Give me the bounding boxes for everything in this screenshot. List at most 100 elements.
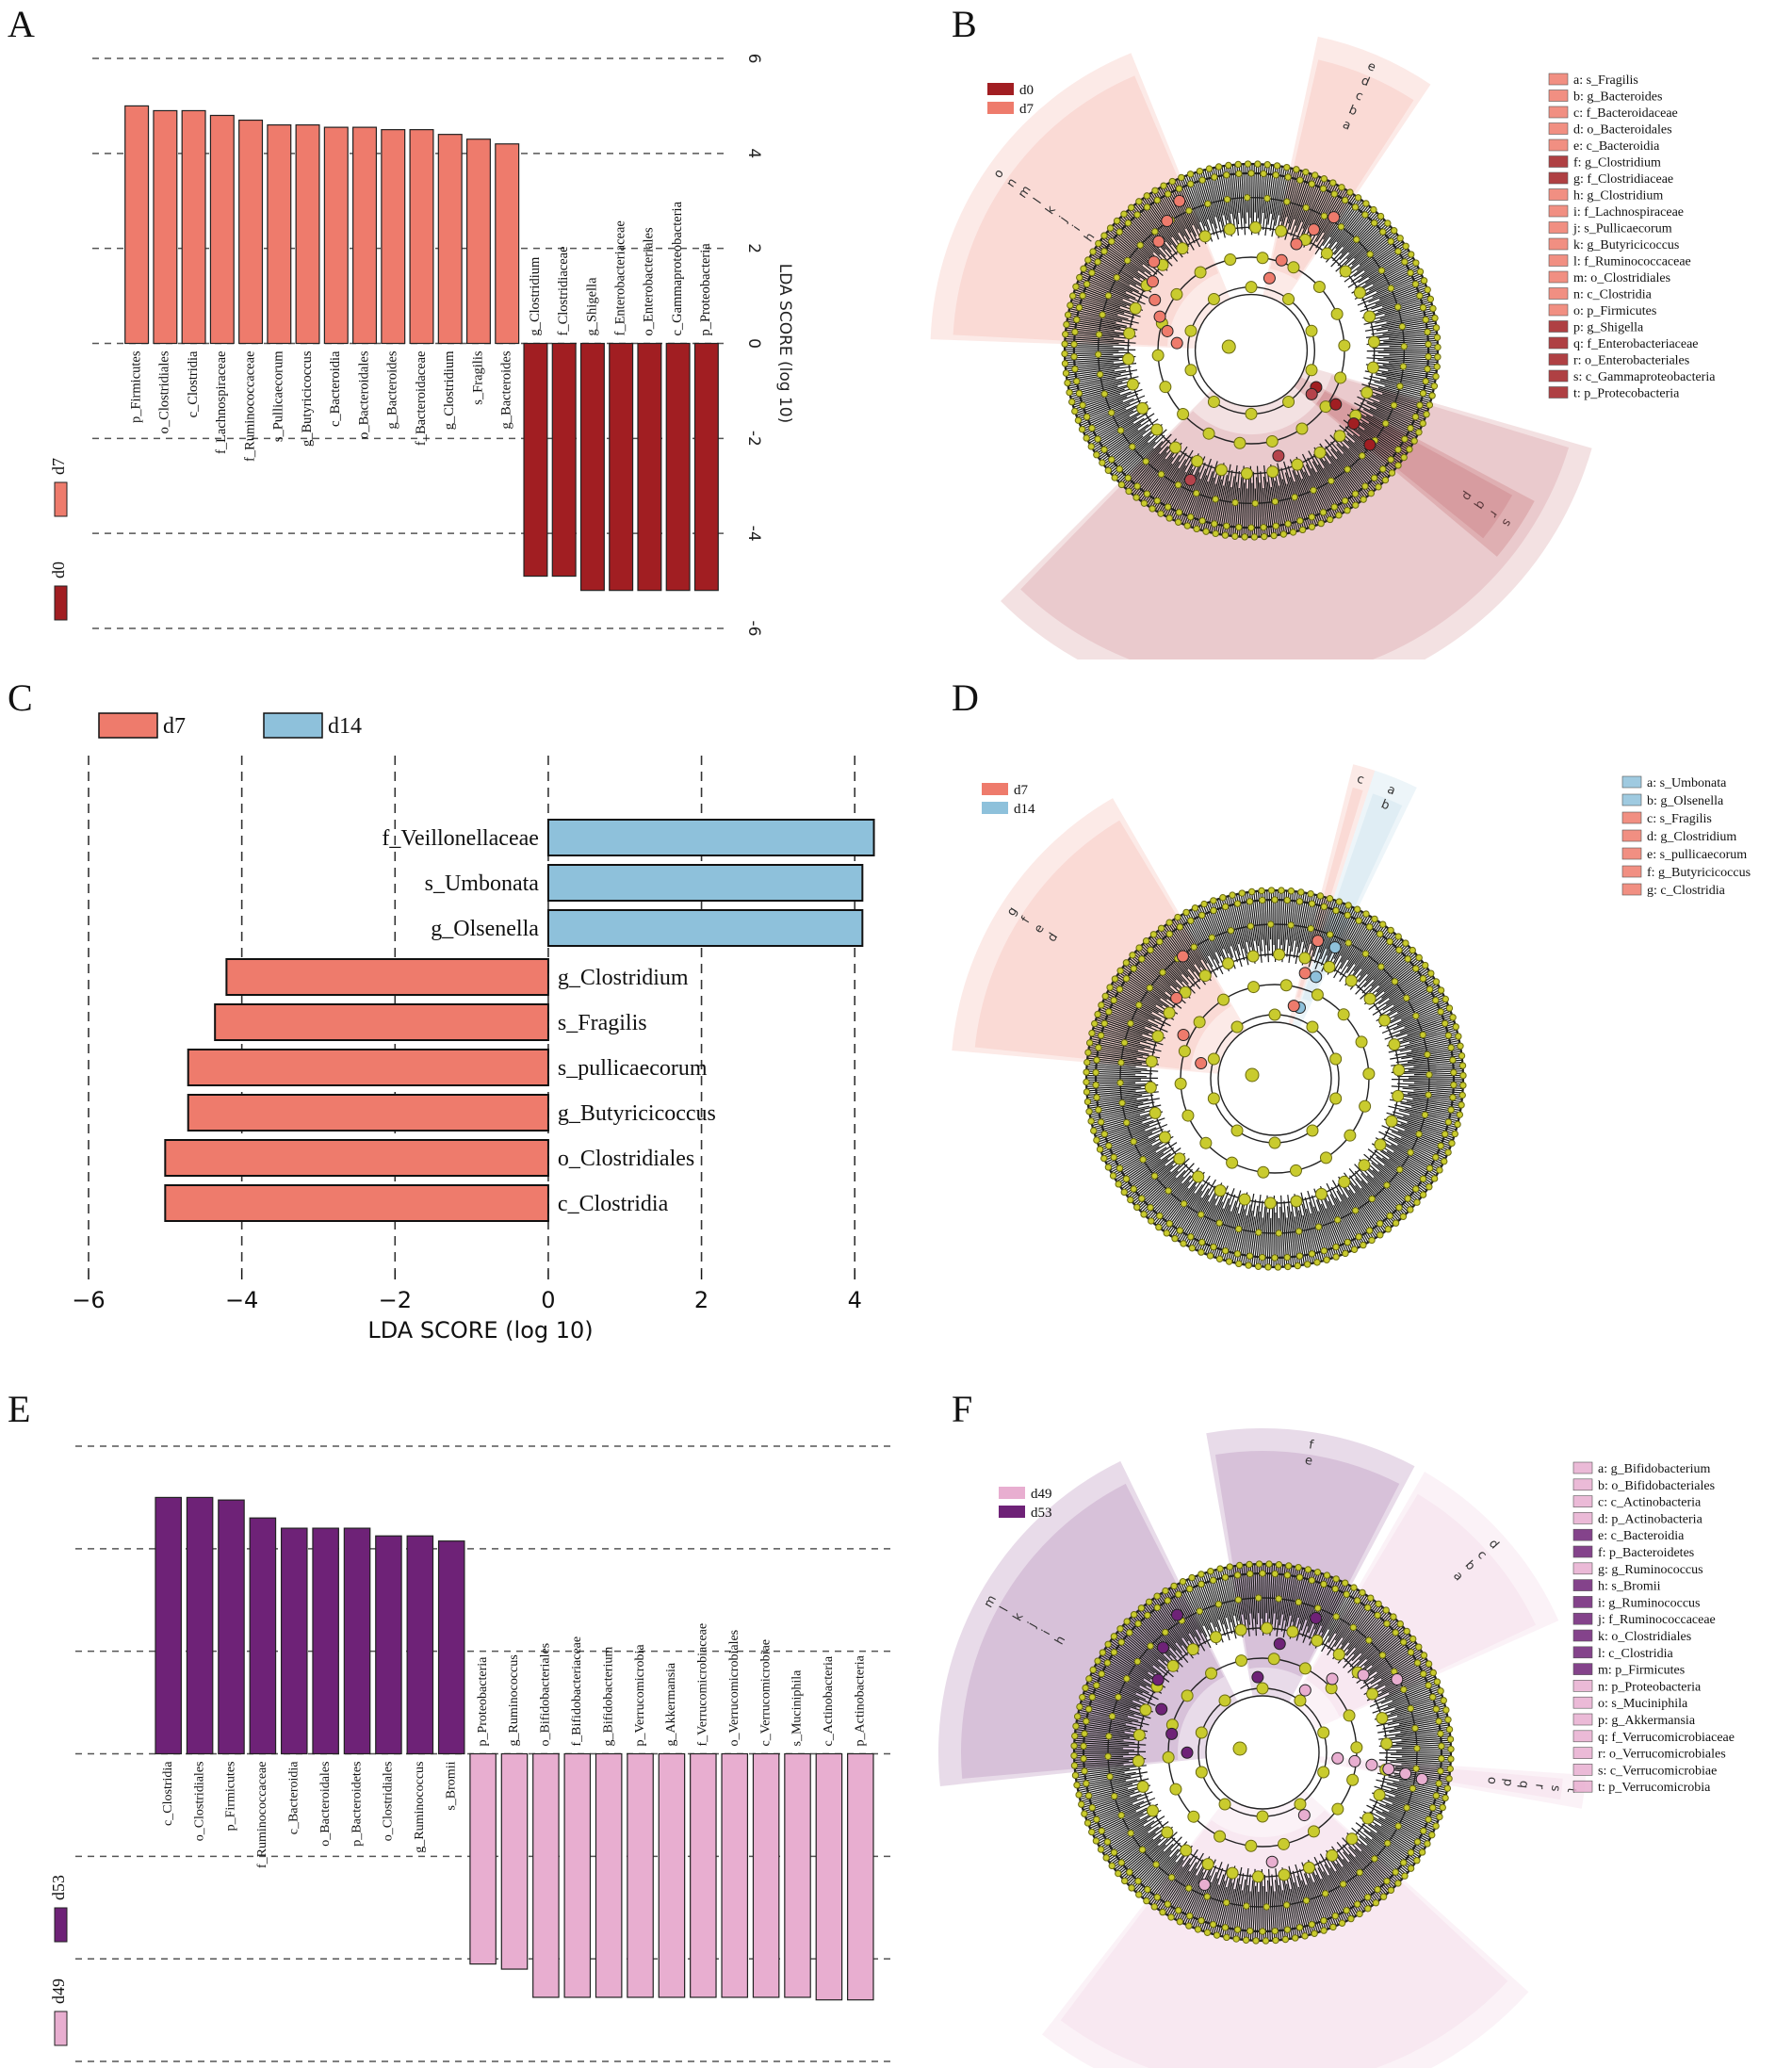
tree-node xyxy=(1419,975,1427,983)
tree-node xyxy=(1244,160,1252,168)
tree-node xyxy=(1174,913,1181,921)
tree-node xyxy=(1195,1766,1208,1779)
tree-node xyxy=(1425,1091,1432,1099)
tree-node xyxy=(1420,1670,1427,1678)
tree-node xyxy=(1385,1115,1398,1128)
bar-label: c_Clostridia xyxy=(558,1192,669,1216)
tree-node xyxy=(1075,1791,1083,1799)
tree-node xyxy=(1080,265,1087,272)
tree-node xyxy=(1208,934,1215,941)
tree-node xyxy=(1162,1587,1169,1595)
tree-node xyxy=(1152,1861,1160,1868)
tree-node xyxy=(1375,483,1382,491)
tree-node xyxy=(1409,1784,1417,1792)
key-entry: m: o_Clostridiales xyxy=(1573,271,1670,285)
tree-node xyxy=(1174,480,1182,489)
tree-node xyxy=(1124,219,1132,227)
tree-node xyxy=(1079,292,1086,300)
tree-node xyxy=(1247,170,1255,177)
highlight-sector-inner xyxy=(953,75,1219,347)
bar xyxy=(267,123,292,345)
tree-node xyxy=(1422,316,1429,324)
tree-node xyxy=(1061,360,1069,367)
tree-node xyxy=(1109,1172,1117,1180)
tree-node xyxy=(1316,892,1325,900)
panel-label-c: C xyxy=(8,676,33,719)
key-entry: e: s_pullicaecorum xyxy=(1647,848,1747,862)
tree-node xyxy=(1249,220,1263,234)
tree-node xyxy=(1377,212,1385,220)
y-tick-label: -4 xyxy=(744,526,763,542)
legend-label: d53 xyxy=(1031,1506,1052,1521)
sector-letter: t xyxy=(1564,1787,1579,1794)
tree-node xyxy=(1123,327,1136,340)
tree-node xyxy=(1456,1111,1464,1118)
tree-node xyxy=(1287,887,1295,895)
legend-label: d49 xyxy=(1031,1487,1052,1502)
bar xyxy=(238,119,264,345)
tree-node xyxy=(1175,1907,1182,1914)
tree-node xyxy=(1122,959,1131,967)
tree-node xyxy=(1408,251,1415,258)
bar-label: s_Muciniphila xyxy=(790,1669,805,1747)
tree-node xyxy=(1319,185,1328,192)
biomarker-node xyxy=(1251,1670,1264,1684)
highlight-sector xyxy=(952,798,1251,1075)
key-swatch xyxy=(1548,320,1569,333)
tree-node xyxy=(1390,227,1398,235)
panel-label-a: A xyxy=(8,3,35,45)
tree-node xyxy=(1365,1636,1373,1644)
tree-node xyxy=(1219,894,1227,902)
tree-node xyxy=(1235,1260,1243,1268)
bar-label: f_Enterobacteriaceae xyxy=(612,220,627,335)
biomarker-node xyxy=(1310,970,1323,984)
bar xyxy=(225,958,549,996)
tree-node xyxy=(1422,377,1429,385)
bar xyxy=(409,129,434,345)
tree-node xyxy=(1115,1869,1122,1878)
tree-node xyxy=(1402,242,1409,250)
key-entry: q: f_Verrucomicrobiaceae xyxy=(1598,1731,1735,1745)
tree-node xyxy=(1186,1643,1199,1656)
tree-node xyxy=(1434,343,1442,351)
bar-label: f_Veillonellaceae xyxy=(382,826,539,851)
bar-label: c_Verrucomicrobiae xyxy=(758,1639,773,1747)
tree-node xyxy=(1106,1772,1114,1781)
tree-node xyxy=(1117,1859,1125,1866)
legend-swatch xyxy=(263,712,323,739)
tree-node xyxy=(1432,324,1441,332)
tree-node xyxy=(1293,166,1300,173)
key-swatch xyxy=(1548,90,1569,102)
tree-node xyxy=(1415,953,1423,962)
tree-node xyxy=(1095,331,1103,338)
key-entry: d: o_Bacteroidales xyxy=(1573,123,1672,138)
tree-node xyxy=(1448,1139,1456,1148)
bar xyxy=(155,1496,182,1755)
tree-node xyxy=(1081,1730,1088,1737)
tree-node xyxy=(1107,409,1116,416)
tree-node xyxy=(1367,1594,1375,1602)
tree-node xyxy=(1153,1604,1162,1611)
key-swatch xyxy=(1572,1612,1593,1625)
tree-node xyxy=(1350,1246,1359,1253)
key-swatch xyxy=(1572,1663,1593,1675)
bar-label: f_Ruminococcaceae xyxy=(255,1762,269,1869)
legend-swatch xyxy=(999,1506,1025,1518)
tree-node xyxy=(1394,1822,1402,1830)
tree-node xyxy=(1383,1877,1391,1885)
key-entry: b: g_Olsenella xyxy=(1647,794,1724,808)
tree-node xyxy=(1073,316,1081,324)
tree-node xyxy=(1307,924,1314,933)
tree-node xyxy=(1413,1659,1422,1667)
tree-node xyxy=(1242,1936,1250,1944)
tree-node xyxy=(1176,1918,1184,1926)
tree-node xyxy=(1394,462,1402,469)
tree-node xyxy=(1233,436,1246,449)
tree-node xyxy=(1214,1830,1227,1843)
tree-node xyxy=(1089,248,1097,255)
bar xyxy=(627,1752,654,1998)
bar-label: o_Clostridiales xyxy=(192,1762,206,1842)
tree-node xyxy=(1100,248,1108,255)
tree-node xyxy=(1442,1019,1449,1027)
biomarker-node xyxy=(1357,1669,1370,1682)
